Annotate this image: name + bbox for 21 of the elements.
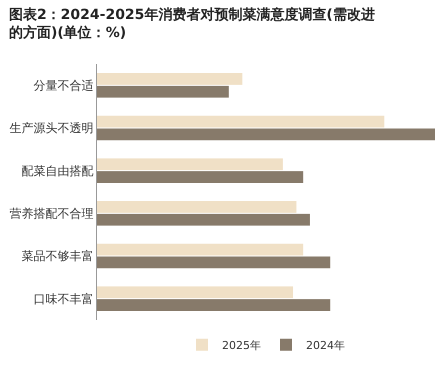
y-tick-label: 菜品不够丰富	[22, 249, 94, 264]
y-tick-label: 口味不丰富	[34, 292, 94, 306]
bar	[97, 86, 229, 98]
legend-label: 2025年	[222, 339, 261, 352]
legend-label: 2024年	[306, 339, 345, 352]
y-tick-label: 分量不合适	[34, 78, 94, 93]
bar	[97, 256, 330, 268]
bar	[97, 128, 435, 140]
bar	[97, 286, 294, 298]
bar	[97, 214, 310, 226]
bar	[97, 299, 330, 311]
bar	[97, 244, 304, 256]
bar	[97, 116, 384, 128]
bar	[97, 171, 304, 183]
bar	[97, 73, 242, 85]
bar	[97, 158, 283, 170]
y-tick-label: 营养搭配不合理	[10, 206, 94, 221]
y-tick-label: 配菜自由搭配	[22, 164, 94, 178]
chart-title: 图表2：2024-2025年消费者对预制菜满意度调查(需改进的方面)(单位：%)	[8, 6, 375, 42]
bar	[97, 201, 296, 213]
y-tick-label: 生产源头不透明	[10, 121, 94, 136]
